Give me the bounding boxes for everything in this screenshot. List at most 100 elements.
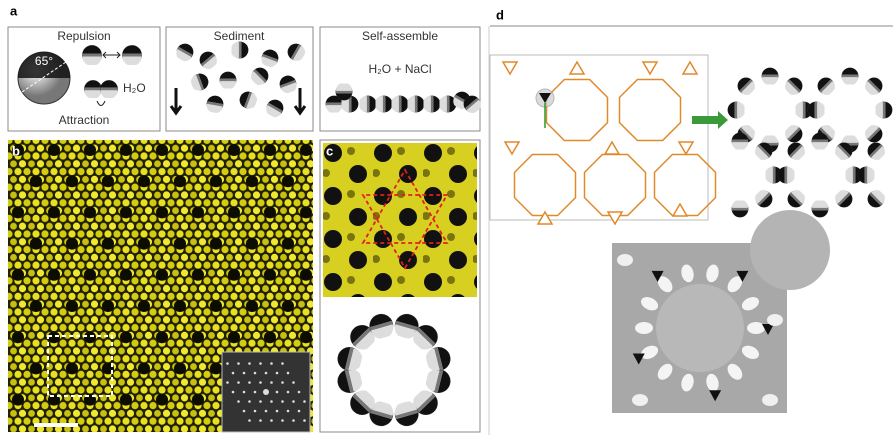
hole bbox=[156, 144, 168, 156]
sem-particle bbox=[681, 373, 694, 392]
janus bbox=[391, 95, 409, 113]
assembled-spheres bbox=[325, 83, 484, 116]
hole bbox=[12, 331, 24, 344]
fft-spot bbox=[292, 400, 295, 403]
janus bbox=[359, 95, 377, 113]
fft-spot bbox=[242, 409, 246, 413]
janus bbox=[784, 139, 808, 163]
fft-spot bbox=[253, 390, 257, 394]
hole bbox=[264, 268, 276, 281]
fft-spot bbox=[286, 390, 290, 394]
hole bbox=[174, 300, 186, 312]
sem-particle bbox=[632, 394, 648, 406]
janus bbox=[189, 71, 211, 93]
janus bbox=[782, 74, 806, 98]
hole bbox=[300, 331, 312, 344]
triangle-marker bbox=[539, 93, 551, 103]
fft-spot bbox=[281, 362, 284, 365]
hole bbox=[246, 237, 258, 250]
janus bbox=[811, 132, 829, 150]
hole bbox=[210, 175, 222, 188]
hole bbox=[48, 268, 60, 281]
hole bbox=[48, 144, 60, 156]
janus bbox=[259, 47, 281, 69]
hole bbox=[174, 175, 186, 188]
hole bbox=[66, 300, 78, 312]
janus bbox=[875, 101, 893, 119]
sediment-spheres bbox=[173, 40, 308, 120]
janus bbox=[777, 166, 795, 184]
fft-spot bbox=[242, 371, 246, 375]
fft-spot bbox=[237, 362, 240, 365]
hole bbox=[210, 362, 222, 375]
box bbox=[319, 26, 481, 132]
hole bbox=[156, 268, 168, 281]
fft-spot bbox=[259, 400, 262, 403]
sem-particle bbox=[727, 276, 743, 293]
kagome-janus bbox=[727, 67, 893, 218]
arrow bbox=[102, 51, 121, 59]
box-title: Repulsion bbox=[57, 29, 110, 43]
janus bbox=[284, 40, 308, 64]
fft-spots bbox=[226, 362, 306, 422]
fft-spot bbox=[231, 390, 235, 394]
angle: 65° bbox=[35, 54, 53, 68]
janus bbox=[196, 48, 220, 72]
hole bbox=[264, 206, 276, 219]
sem-particle bbox=[617, 254, 633, 266]
sem-particle bbox=[706, 373, 719, 392]
solvent: H₂O bbox=[123, 81, 146, 95]
sem-particle bbox=[706, 264, 719, 283]
caption: Attraction bbox=[59, 113, 110, 127]
hole bbox=[228, 268, 240, 281]
fft-spot bbox=[275, 409, 279, 413]
sem-particle bbox=[741, 297, 759, 311]
hole bbox=[264, 144, 276, 156]
hole bbox=[228, 206, 240, 219]
fft-spot bbox=[242, 390, 246, 394]
hole bbox=[228, 331, 240, 344]
sem-particle bbox=[727, 363, 743, 380]
hole bbox=[66, 175, 78, 188]
sem-dark bbox=[651, 270, 664, 282]
hole bbox=[84, 331, 96, 344]
fft-spot bbox=[259, 362, 262, 365]
hole bbox=[12, 144, 24, 156]
hole bbox=[120, 206, 132, 219]
hole bbox=[156, 393, 168, 406]
kagome-ring bbox=[653, 153, 717, 217]
fft-spot bbox=[297, 409, 301, 413]
janus bbox=[864, 187, 888, 211]
fft-spot bbox=[270, 362, 273, 365]
hole bbox=[246, 175, 258, 188]
kagome-triangle bbox=[671, 202, 689, 217]
fft-spot bbox=[264, 409, 268, 413]
hole bbox=[120, 331, 132, 344]
hole bbox=[48, 206, 60, 219]
hole bbox=[192, 393, 204, 406]
sem-pore bbox=[656, 284, 744, 372]
hole bbox=[84, 206, 96, 219]
janus bbox=[439, 95, 457, 113]
sem-particle bbox=[635, 322, 653, 334]
hole bbox=[156, 206, 168, 219]
hole bbox=[174, 237, 186, 250]
fft-spot bbox=[253, 409, 257, 413]
fft-spot bbox=[286, 371, 290, 375]
janus bbox=[832, 187, 856, 211]
solvent: H₂O + NaCl bbox=[368, 62, 431, 76]
hole bbox=[66, 362, 78, 375]
hole bbox=[282, 300, 294, 312]
janus bbox=[752, 187, 776, 211]
sem-dark bbox=[632, 353, 645, 365]
hole bbox=[84, 268, 96, 281]
hole bbox=[156, 331, 168, 344]
panel-label: c bbox=[326, 143, 333, 158]
janus bbox=[231, 41, 249, 59]
hole bbox=[84, 144, 96, 156]
selection-box bbox=[47, 335, 113, 397]
hole bbox=[174, 362, 186, 375]
janus bbox=[857, 166, 875, 184]
hole bbox=[192, 206, 204, 219]
